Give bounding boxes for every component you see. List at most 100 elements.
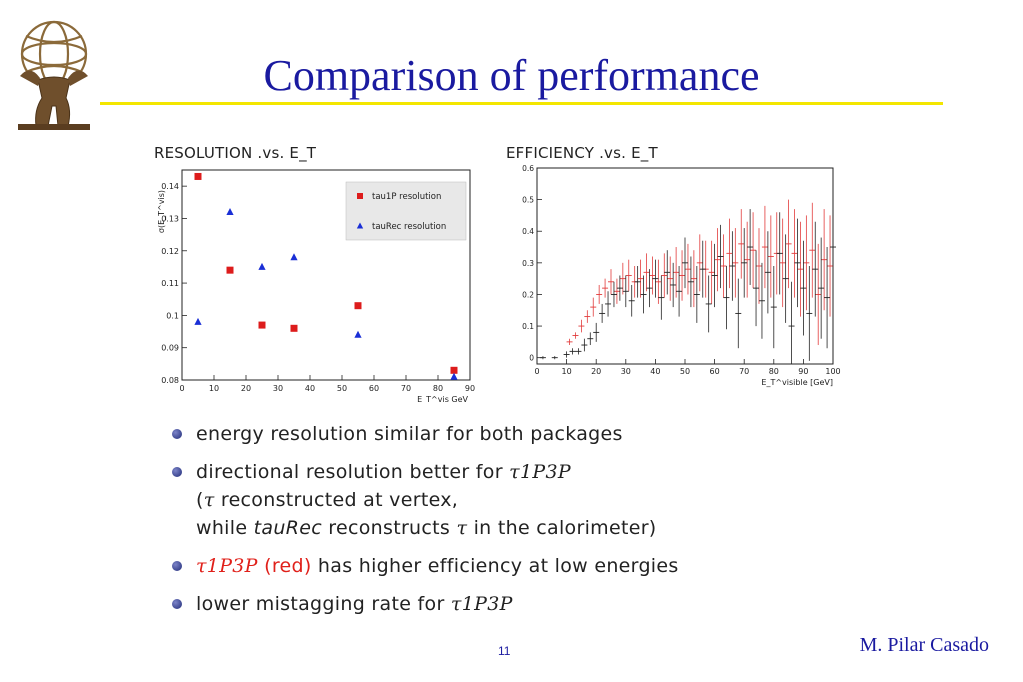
bullet-item: energy resolution similar for both packa… xyxy=(170,420,890,448)
page-number: 11 xyxy=(498,644,511,658)
taurec-point xyxy=(770,266,777,349)
taurec-point xyxy=(563,351,570,358)
bullet-text: reconstructed at vertex, xyxy=(214,489,459,511)
y-tick-label: 0.2 xyxy=(522,290,534,299)
legend-box xyxy=(345,181,467,241)
tau1p3p-point xyxy=(625,259,632,292)
legend-label: tau1P resolution xyxy=(372,192,441,202)
x-tick-label: 40 xyxy=(305,384,315,393)
taurec-point xyxy=(616,275,623,301)
resolution-xlabel: E_T^vis GeV xyxy=(417,395,468,402)
taurec-point xyxy=(806,266,813,361)
atlas-figure-logo-icon xyxy=(18,20,90,130)
tau1p3p-point xyxy=(803,215,810,311)
x-tick-label: 80 xyxy=(769,367,779,376)
taurec-point xyxy=(800,240,807,336)
y-tick-label: 0.1 xyxy=(522,322,534,331)
taurec-point xyxy=(587,332,594,346)
bullet-text: in the calorimeter) xyxy=(467,517,657,539)
taurec-point xyxy=(290,253,298,261)
taurec-point xyxy=(622,275,629,308)
taurec-point xyxy=(628,284,635,317)
bullet-text: τ xyxy=(203,489,215,511)
tau1p3p-point xyxy=(584,310,591,323)
resolution-legend: tau1P resolution tauRec resolution xyxy=(345,181,467,241)
taurec-point xyxy=(646,269,653,308)
taurec-point xyxy=(575,348,582,355)
tau1p3p-point xyxy=(679,250,686,301)
resolution-plot-title: RESOLUTION .vs. E_T xyxy=(154,144,317,162)
tau1p3p-point xyxy=(690,250,697,308)
taurec-point xyxy=(729,231,736,301)
taurec-point xyxy=(593,322,600,342)
tau1p3p-point xyxy=(761,205,768,289)
tau1p3p-point xyxy=(726,218,733,289)
tau1p3p-point xyxy=(720,234,727,298)
x-tick-label: 10 xyxy=(209,384,219,393)
bullet-text: τ1P3P xyxy=(509,461,571,483)
bullet-dot-icon xyxy=(172,599,182,609)
bullet-item: τ1P3P (red) has higher efficiency at low… xyxy=(170,552,890,580)
efficiency-xlabel: E_T^visible [GeV] xyxy=(761,378,833,387)
tau1p-point xyxy=(290,324,298,332)
taurec-point xyxy=(741,228,748,298)
tau1p3p-point xyxy=(578,319,585,333)
legend-label: tauRec resolution xyxy=(372,222,446,232)
tau1p3p-point xyxy=(602,278,609,298)
efficiency-chart: 0 10 20 30 40 50 60 70 80 90 100 0 0.1 0.2 0.3 0.4 0.5 0.… xyxy=(522,164,841,387)
bullet-text: while xyxy=(196,517,254,539)
tau1p3p-point xyxy=(791,209,798,298)
taurec-point xyxy=(605,291,612,317)
taurec-point xyxy=(788,281,795,364)
taurec-point xyxy=(735,278,742,349)
resolution-chart: σ(E_T^vis) tau1P resolution tauRec resolu… xyxy=(157,169,475,402)
bullet-text: (red) xyxy=(257,555,312,577)
taurec-point xyxy=(664,250,671,295)
tau1p3p-point xyxy=(673,247,680,298)
tau1p-point xyxy=(258,321,266,329)
tau1p3p-point xyxy=(744,221,751,298)
y-tick-label: 0.08 xyxy=(161,376,179,385)
taurec-point xyxy=(354,330,362,338)
taurec-point xyxy=(687,256,694,308)
taurec-point xyxy=(539,356,546,360)
taurec-point xyxy=(699,240,706,298)
y-tick-label: 0.12 xyxy=(161,247,179,256)
x-tick-label: 50 xyxy=(337,384,347,393)
taurec-point xyxy=(599,303,606,323)
x-tick-label: 90 xyxy=(465,384,475,393)
bullet-item: directional resolution better for τ1P3P xyxy=(170,458,890,486)
bullet-text: τ1P3P xyxy=(450,593,513,615)
tau1p3p-point xyxy=(596,284,603,304)
y-tick-label: 0.09 xyxy=(161,344,179,353)
y-tick-label: 0 xyxy=(529,354,534,363)
x-tick-label: 80 xyxy=(433,384,443,393)
tau1p3p-point xyxy=(779,218,786,308)
taurec-point xyxy=(753,250,760,327)
tau1p3p-point xyxy=(756,228,762,304)
taurec-point xyxy=(758,262,765,339)
bullet-dot-icon xyxy=(172,561,182,571)
resolution-ylabel: σ(E_T^vis) xyxy=(157,190,166,233)
taurec-point xyxy=(830,196,836,298)
bullet-text: has higher efficiency at low energies xyxy=(311,555,679,577)
y-tick-label: 0.11 xyxy=(161,279,179,288)
x-tick-label: 30 xyxy=(273,384,283,393)
tau1p3p-point xyxy=(661,253,668,298)
bullet-item: lower mistagging rate for τ1P3P xyxy=(170,590,890,618)
taurec-point xyxy=(717,224,724,289)
taurec-point xyxy=(194,317,202,325)
x-tick-label: 0 xyxy=(534,367,539,376)
tau1p3p-point xyxy=(738,209,745,279)
y-tick-label: 0.14 xyxy=(161,182,179,191)
tau1p3p-point xyxy=(815,243,822,346)
tau1p3p-point xyxy=(590,297,597,317)
taurec-point xyxy=(640,275,647,314)
taurec-point xyxy=(723,266,730,330)
legend-marker-tau1p xyxy=(357,193,363,199)
x-tick-label: 70 xyxy=(739,367,749,376)
taurec-point xyxy=(812,221,819,317)
y-tick-label: 0.3 xyxy=(522,259,534,268)
bullet-text: lower mistagging rate for xyxy=(196,593,451,615)
tau1p3p-point xyxy=(714,228,721,292)
